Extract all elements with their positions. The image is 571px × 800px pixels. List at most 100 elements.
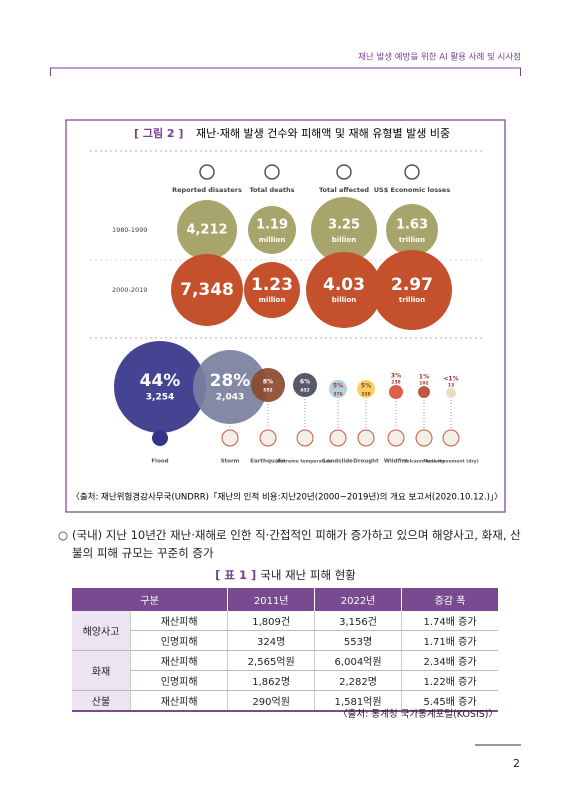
type-percent: 8% [263, 379, 273, 386]
stat-value: 4,212 [186, 223, 227, 238]
table-cell: 인명피해 [129, 630, 228, 651]
type-name: Storm [221, 459, 240, 465]
stat-circle [372, 250, 452, 330]
table-cell: 2,565억원 [227, 650, 315, 671]
table-label: [ 표 1 ] [215, 568, 257, 582]
stat-circle [306, 252, 382, 328]
figure-caption: 재난·재해 발생 건수와 피해액 및 재해 유형별 발생 비중 [196, 126, 450, 140]
stat-unit: million [259, 236, 286, 244]
table-cell: 1,581억원 [314, 690, 402, 712]
table-cell: 1,809건 [227, 611, 315, 631]
type-bubble [446, 388, 456, 398]
table-row: 인명피해 1,862명 2,282명 1.22배 증가 [72, 670, 498, 691]
type-count: 13 [448, 383, 454, 389]
type-name: Landslide [323, 459, 353, 465]
stat-value: 1.23 [251, 275, 293, 295]
type-count: 238 [391, 380, 400, 386]
type-count: 376 [333, 392, 342, 398]
stat-value: 2.97 [391, 275, 433, 295]
type-count: 2,043 [216, 393, 244, 403]
stat-circle [386, 204, 438, 256]
type-count: 3,254 [146, 393, 174, 403]
paragraph: ○ (국내) 지난 10년간 재난·재해로 인한 직·간접적인 피해가 증가하고… [58, 526, 526, 562]
type-name: Earthquake [250, 459, 286, 465]
type-bubble [357, 380, 375, 398]
type-name: Wildfire [384, 459, 409, 465]
table-source: 〈출처: 통계청 국가통계포털(KOSIS)〉 [338, 709, 498, 720]
column-icon [404, 164, 420, 180]
table-cell: 1.74배 증가 [401, 611, 498, 631]
header-cell: 증감 폭 [401, 588, 498, 611]
type-name: Drought [353, 459, 379, 465]
type-icon [152, 430, 168, 446]
table-cell: 2.34배 증가 [401, 650, 498, 671]
group-cell: 산불 [72, 690, 131, 712]
column-header: Total affected [319, 186, 369, 194]
type-icon [442, 429, 460, 447]
table-cell: 290억원 [227, 690, 315, 712]
bullet: ○ [58, 528, 69, 542]
running-title: 재난 발생 예방을 위한 AI 활용 사례 및 시사점 [358, 52, 521, 63]
type-icon [357, 429, 375, 447]
type-percent: <1% [443, 376, 458, 383]
column-header: Total deaths [249, 186, 294, 194]
header-cell: 2022년 [314, 588, 402, 611]
table-cell: 553명 [314, 630, 402, 651]
type-count: 552 [263, 388, 272, 394]
type-name: Flood [151, 459, 168, 465]
figure-source: 〈출처: 재난위험경감사무국(UNDRR)「재난의 인적 비용:지난20년(20… [71, 492, 502, 503]
type-bubble [329, 380, 347, 398]
stat-value: 3.25 [328, 218, 360, 233]
table-cell: 재산피해 [129, 690, 228, 712]
type-icon [329, 429, 347, 447]
column-icon [336, 164, 352, 180]
table-row: 인명피해 324명 553명 1.71배 증가 [72, 630, 498, 651]
table-row: 해양사고 재산피해 1,809건 3,156건 1.74배 증가 [72, 611, 498, 651]
stat-value: 7,348 [180, 280, 234, 300]
type-icon [296, 429, 314, 447]
figure-label: [ 그림 2 ] [134, 127, 183, 140]
row-label: 2000-2019 [112, 286, 147, 294]
type-name: Extreme temperature [278, 459, 333, 465]
header-row: 구분 2011년 2022년 증감 폭 [72, 588, 498, 611]
type-bubble [251, 368, 285, 402]
table-cell: 재산피해 [129, 611, 228, 631]
stat-unit: million [259, 296, 286, 304]
type-icon [387, 429, 405, 447]
column-icon [199, 164, 215, 180]
type-percent: 28% [210, 371, 251, 391]
type-percent: 44% [140, 371, 181, 391]
paragraph-text: (국내) 지난 10년간 재난·재해로 인한 직·간접적인 피해가 증가하고 있… [72, 528, 521, 560]
table-cell: 2,282명 [314, 670, 402, 691]
column-icon [264, 164, 280, 180]
stat-circle [171, 254, 243, 326]
table-title: 국내 재난 피해 현황 [260, 568, 356, 582]
type-bubble [418, 386, 430, 398]
figure-frame [65, 119, 506, 513]
table-caption: [ 표 1 ] 국내 재난 피해 현황 [0, 567, 571, 583]
stat-value: 1.19 [256, 218, 288, 233]
row-label: 1980-1999 [112, 226, 147, 234]
type-percent: 5% [333, 383, 343, 390]
type-bubble [114, 341, 206, 433]
stat-unit: trillion [399, 296, 425, 304]
type-name: Mass movement (dry) [423, 459, 478, 465]
group-cell: 화재 [72, 650, 131, 691]
type-icon [259, 429, 277, 447]
table-cell: 1,862명 [227, 670, 315, 691]
type-name: Volcanic activity [403, 459, 445, 465]
table-cell: 3,156건 [314, 611, 402, 631]
type-percent: 3% [391, 373, 401, 380]
stat-unit: trillion [399, 236, 425, 244]
type-count: 338 [361, 392, 370, 398]
stat-circle [177, 200, 237, 260]
table-cell: 재산피해 [129, 650, 228, 671]
stat-value: 4.03 [323, 275, 365, 295]
page-number: 2 [513, 757, 520, 770]
table-cell: 324명 [227, 630, 315, 651]
header-cell: 2011년 [227, 588, 315, 611]
stat-value: 1.63 [396, 218, 428, 233]
type-icon [415, 429, 433, 447]
